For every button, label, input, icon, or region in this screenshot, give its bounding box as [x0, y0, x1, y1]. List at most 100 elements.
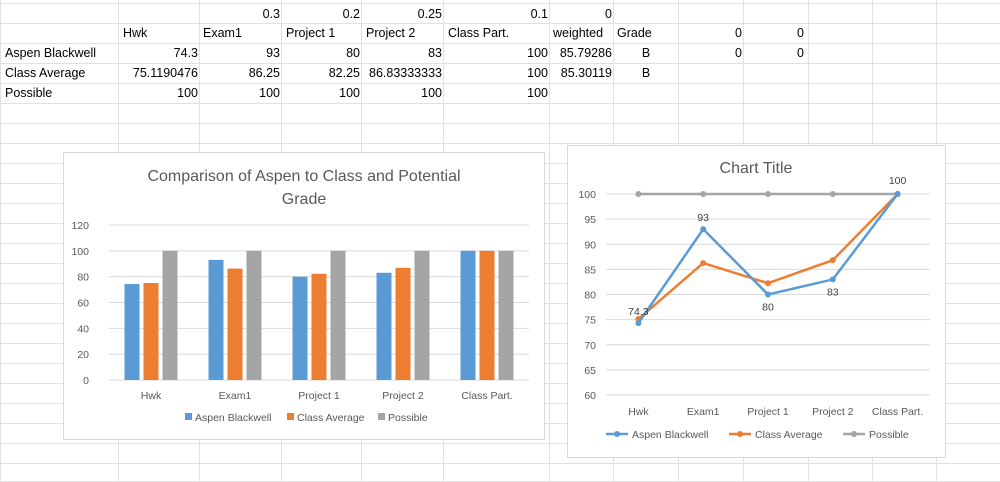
legend-label: Aspen Blackwell — [632, 429, 708, 441]
bar-class-average — [311, 273, 327, 380]
row-extra-cell[interactable] — [700, 83, 742, 103]
weight-classpart[interactable]: 0 — [605, 7, 612, 21]
row-label[interactable]: Possible — [5, 86, 53, 100]
y-tick-label: 100 — [578, 189, 596, 201]
row-value-cell[interactable]: 74.3 — [173, 46, 198, 60]
point-possible — [700, 191, 707, 197]
row-value-cell[interactable]: 100 — [177, 86, 198, 100]
row-label[interactable]: Aspen Blackwell — [5, 46, 97, 60]
x-tick-label: Project 1 — [747, 406, 789, 418]
x-tick-label: Class Part. — [461, 390, 512, 402]
row-value-cell[interactable]: 82.25 — [328, 66, 360, 80]
y-tick-label: 85 — [584, 264, 596, 276]
row-value-cell[interactable]: 93 — [266, 46, 280, 60]
row-value-cell[interactable]: 80 — [346, 46, 360, 60]
bar-possible — [414, 250, 430, 380]
legend-label: Aspen Blackwell — [195, 412, 271, 424]
y-tick-label: 40 — [77, 323, 89, 335]
y-tick-label: 70 — [584, 340, 596, 352]
bar-chart[interactable]: Comparison of Aspen to Class and Potenti… — [63, 152, 545, 440]
legend-swatch — [378, 413, 385, 420]
row-extra-cell[interactable]: 0 — [797, 46, 804, 60]
row-value-cell[interactable]: 86.83333333 — [369, 66, 442, 80]
row-value-cell[interactable]: 85.79286 — [559, 46, 612, 60]
point-possible — [829, 191, 836, 197]
x-tick-label: Project 2 — [382, 390, 424, 402]
row-extra-cell[interactable]: 0 — [735, 46, 742, 60]
y-tick-label: 0 — [83, 375, 89, 387]
header-zero-1[interactable]: 0 — [735, 26, 742, 40]
line-chart[interactable]: Chart Title 60 65 70 75 80 85 90 95 100 Hwk Exam1 Pr… — [567, 145, 946, 458]
header-project1[interactable]: Project 1 — [286, 26, 336, 40]
point-aspen-blackwell — [829, 276, 836, 283]
row-value-cell[interactable]: 83 — [428, 46, 442, 60]
row-extra-cell[interactable] — [700, 63, 742, 83]
x-tick-label: Hwk — [628, 406, 649, 418]
y-tick-label: 95 — [584, 214, 596, 226]
header-project2[interactable]: Project 2 — [366, 26, 416, 40]
row-value-cell[interactable]: 100 — [339, 86, 360, 100]
bar-class-average — [479, 250, 495, 380]
weight-hwk[interactable]: 0.3 — [262, 7, 280, 21]
row-value-cell[interactable]: 100 — [527, 66, 548, 80]
line-class-average — [637, 193, 899, 320]
row-value-cell[interactable]: 100 — [527, 86, 548, 100]
row-value-cell[interactable]: 75.1190476 — [132, 66, 198, 80]
header-exam1[interactable]: Exam1 — [203, 26, 242, 40]
chart-title: Chart Title — [720, 160, 793, 177]
bar-class-average — [227, 268, 243, 380]
weight-project2[interactable]: 0.1 — [530, 7, 548, 21]
header-classpart[interactable]: Class Part. — [448, 26, 510, 40]
line-chart-canvas: Chart Title 60 65 70 75 80 85 90 95 100 Hwk Exam1 Pr… — [578, 160, 930, 441]
bar-aspen-blackwell — [460, 250, 476, 380]
x-tick-label: Project 1 — [298, 390, 340, 402]
weight-exam1[interactable]: 0.2 — [342, 7, 360, 21]
bar-aspen-blackwell — [376, 272, 392, 380]
row-value-cell[interactable]: 100 — [259, 86, 280, 100]
row-value-cell[interactable]: 100 — [421, 86, 442, 100]
y-tick-label: 75 — [584, 315, 596, 327]
row-grade-cell[interactable] — [614, 83, 678, 103]
data-label: 100 — [889, 175, 907, 187]
point-possible — [765, 191, 771, 197]
legend-swatch — [185, 413, 192, 420]
bar-aspen-blackwell — [292, 276, 308, 380]
row-value-cell[interactable]: 85.30119 — [560, 66, 612, 80]
row-label[interactable]: Class Average — [5, 66, 86, 80]
y-tick-label: 100 — [71, 246, 89, 258]
bar-possible — [162, 250, 178, 380]
bar-possible — [330, 250, 346, 380]
legend-marker — [614, 431, 620, 437]
chart-title-line: Comparison of Aspen to Class and Potenti… — [147, 168, 460, 185]
data-label: 93 — [697, 212, 709, 224]
header-weighted[interactable]: weighted — [553, 26, 604, 40]
data-label: 74.3 — [628, 306, 649, 318]
bar-chart-canvas: Comparison of Aspen to Class and Potenti… — [71, 168, 529, 424]
y-tick-label: 90 — [584, 239, 596, 251]
row-value-cell[interactable]: 100 — [527, 46, 548, 60]
legend-marker — [851, 431, 857, 437]
row-grade-cell[interactable]: B — [641, 46, 651, 60]
row-extra-cell[interactable] — [760, 63, 804, 83]
bar-possible — [246, 250, 262, 380]
point-aspen-blackwell — [894, 191, 901, 197]
bar-possible — [498, 250, 514, 380]
x-tick-label: Project 2 — [812, 406, 854, 418]
row-grade-cell[interactable]: B — [641, 66, 651, 80]
chart-title-line: Grade — [282, 191, 327, 208]
y-tick-label: 80 — [77, 272, 89, 284]
row-value-cell[interactable] — [550, 83, 612, 103]
row-value-cell[interactable]: 86.25 — [248, 66, 280, 80]
weight-project1[interactable]: 0.25 — [417, 7, 442, 21]
header-hwk[interactable]: Hwk — [123, 26, 148, 40]
point-class-average — [765, 280, 771, 287]
header-grade[interactable]: Grade — [617, 26, 652, 40]
y-tick-label: 120 — [71, 220, 89, 232]
y-tick-label: 60 — [77, 298, 89, 310]
row-extra-cell[interactable] — [760, 83, 804, 103]
y-tick-label: 20 — [77, 349, 89, 361]
x-tick-label: Exam1 — [219, 390, 252, 402]
header-zero-2[interactable]: 0 — [797, 26, 804, 40]
x-tick-label: Hwk — [141, 390, 162, 402]
